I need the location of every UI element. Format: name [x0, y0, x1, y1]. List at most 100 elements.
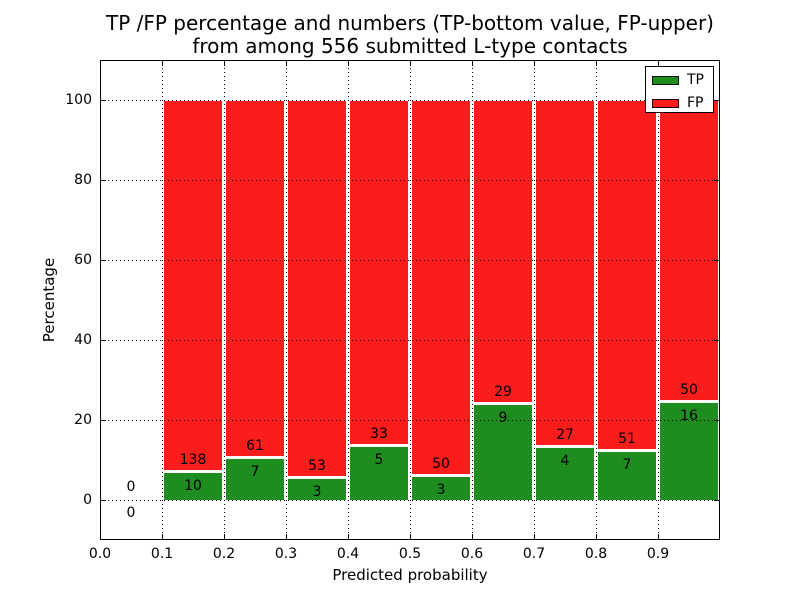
- stacked-bar: [348, 100, 410, 500]
- y-tick-right: [714, 100, 719, 101]
- tp-bar-segment: [412, 477, 470, 500]
- x-tick-top: [658, 61, 659, 66]
- stacked-bar: [472, 100, 534, 500]
- x-tick-bottom: [348, 534, 349, 539]
- legend-label-tp: TP: [687, 72, 704, 88]
- fp-count-label: 0: [126, 479, 136, 495]
- tp-count-label: 3: [312, 484, 322, 500]
- tp-bar-segment: [350, 447, 408, 500]
- v-gridline: [410, 60, 411, 540]
- x-tick-bottom: [224, 534, 225, 539]
- x-tick-label: 0.6: [460, 546, 484, 562]
- fp-bar-segment: [536, 101, 594, 445]
- y-tick-label: 80: [74, 172, 92, 188]
- chart-title-line2: from among 556 submitted L-type contacts: [192, 34, 628, 58]
- v-gridline: [286, 60, 287, 540]
- x-tick-top: [348, 61, 349, 66]
- x-tick-bottom: [658, 534, 659, 539]
- tp-bar-segment: [598, 452, 656, 500]
- y-tick-left: [101, 100, 106, 101]
- y-tick-label: 60: [74, 252, 92, 268]
- stacked-bar: [596, 100, 658, 500]
- chart-title: TP /FP percentage and numbers (TP-bottom…: [20, 12, 800, 58]
- stacked-bar: [224, 100, 286, 500]
- v-gridline: [224, 60, 225, 540]
- tp-bar-segment: [536, 448, 594, 500]
- v-gridline: [162, 60, 163, 540]
- x-tick-bottom: [410, 534, 411, 539]
- y-tick-label: 0: [83, 492, 92, 508]
- fp-count-label: 50: [680, 382, 698, 398]
- tp-swatch-icon: [652, 75, 679, 85]
- tp-count-label: 16: [680, 408, 698, 424]
- x-tick-bottom: [286, 534, 287, 539]
- y-axis-label: Percentage: [40, 257, 58, 343]
- x-tick-top: [472, 61, 473, 66]
- y-tick-label: 100: [65, 92, 92, 108]
- fp-count-label: 29: [494, 384, 512, 400]
- tp-count-label: 7: [622, 457, 632, 473]
- tp-bar-segment: [660, 403, 718, 500]
- legend-item-tp: TP: [652, 70, 713, 90]
- x-tick-top: [162, 61, 163, 66]
- fp-bar-segment: [412, 101, 470, 474]
- x-tick-bottom: [534, 534, 535, 539]
- fp-bar-segment: [164, 101, 222, 470]
- stacked-bar: [534, 100, 596, 500]
- tp-bar-segment: [164, 473, 222, 500]
- tp-count-label: 5: [374, 452, 384, 468]
- x-tick-top: [224, 61, 225, 66]
- fp-count-label: 138: [179, 452, 207, 468]
- fp-count-label: 27: [556, 427, 574, 443]
- tp-bar-segment: [226, 459, 284, 500]
- y-tick-right: [714, 340, 719, 341]
- v-gridline: [596, 60, 597, 540]
- fp-bar-segment: [474, 101, 532, 402]
- legend: TP FP: [645, 66, 714, 113]
- y-tick-left: [101, 420, 106, 421]
- x-tick-label: 0.2: [212, 546, 236, 562]
- tp-count-label: 0: [126, 505, 136, 521]
- x-tick-label: 0.9: [646, 546, 670, 562]
- y-tick-label: 40: [74, 332, 92, 348]
- x-tick-bottom: [162, 534, 163, 539]
- fp-bar-segment: [288, 101, 346, 476]
- y-tick-right: [714, 420, 719, 421]
- tp-count-label: 9: [498, 410, 508, 426]
- fp-bar-segment: [660, 101, 718, 400]
- v-gridline: [348, 60, 349, 540]
- y-tick-left: [101, 180, 106, 181]
- fp-swatch-icon: [652, 98, 679, 108]
- tp-count-label: 3: [436, 482, 446, 498]
- x-tick-label: 0.7: [522, 546, 546, 562]
- stacked-bar: [162, 100, 224, 500]
- fp-count-label: 33: [370, 426, 388, 442]
- x-tick-top: [286, 61, 287, 66]
- y-tick-label: 20: [74, 412, 92, 428]
- x-tick-bottom: [472, 534, 473, 539]
- fp-bar-segment: [350, 101, 408, 444]
- stacked-bar: [658, 100, 720, 500]
- tp-count-label: 7: [250, 464, 260, 480]
- x-tick-bottom: [596, 534, 597, 539]
- fp-count-label: 53: [308, 458, 326, 474]
- v-gridline: [534, 60, 535, 540]
- fp-count-label: 51: [618, 431, 636, 447]
- y-tick-left: [101, 340, 106, 341]
- tp-count-label: 10: [184, 478, 202, 494]
- x-tick-label: 0.4: [336, 546, 360, 562]
- x-tick-label: 0.1: [150, 546, 174, 562]
- y-tick-right: [714, 500, 719, 501]
- tp-bar-segment: [288, 479, 346, 500]
- y-tick-left: [101, 500, 106, 501]
- x-tick-top: [534, 61, 535, 66]
- y-tick-right: [714, 180, 719, 181]
- stacked-bar: [410, 100, 472, 500]
- fp-bar-segment: [226, 101, 284, 456]
- fp-bar-segment: [598, 101, 656, 449]
- x-tick-top: [410, 61, 411, 66]
- fp-count-label: 50: [432, 456, 450, 472]
- stacked-bar: [286, 100, 348, 500]
- x-tick-label: 0.0: [88, 546, 112, 562]
